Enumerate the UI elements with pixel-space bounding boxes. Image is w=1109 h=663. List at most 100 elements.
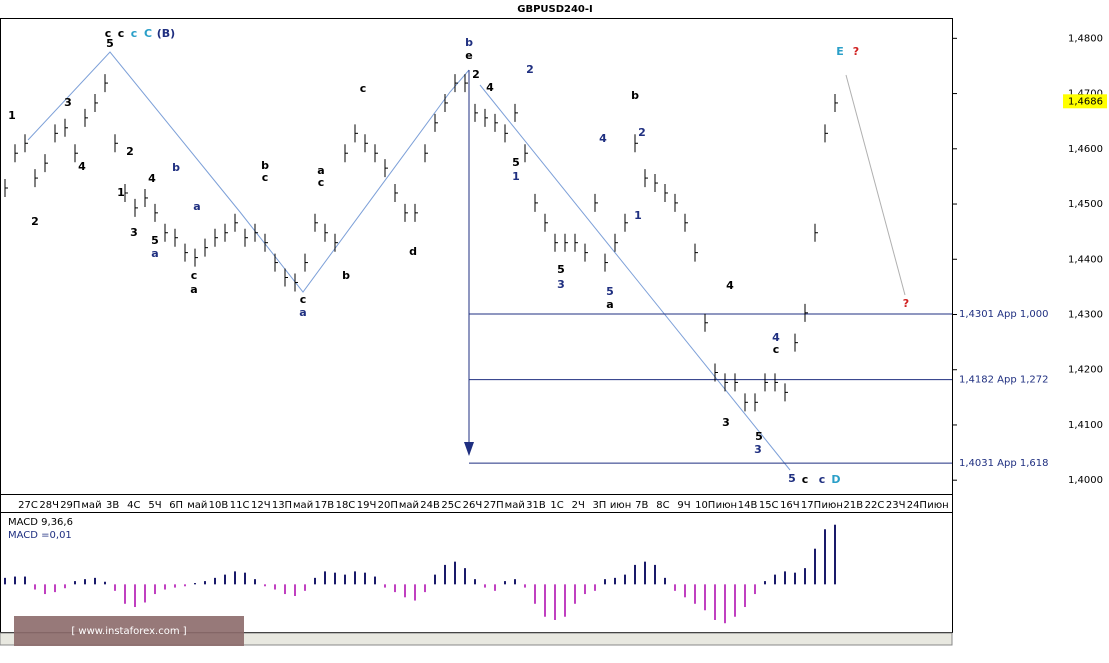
wave-label: (B) bbox=[157, 27, 175, 40]
macd-bar bbox=[154, 584, 156, 595]
macd-bar bbox=[704, 584, 706, 611]
macd-bar bbox=[134, 584, 136, 608]
wave-line bbox=[27, 51, 470, 293]
price-bar bbox=[674, 193, 678, 212]
macd-bar bbox=[334, 572, 336, 585]
price-bar bbox=[364, 134, 368, 153]
x-tick-label: 18С bbox=[336, 500, 356, 511]
price-bar bbox=[134, 198, 138, 217]
macd-bar bbox=[384, 584, 386, 588]
price-bar bbox=[524, 144, 528, 163]
x-tick-label: 15С bbox=[759, 500, 779, 511]
price-bar bbox=[254, 223, 258, 242]
y-tick-label: 1,4700 bbox=[1068, 89, 1103, 100]
price-bar bbox=[824, 124, 828, 143]
macd-bar bbox=[94, 577, 96, 585]
current-price-label: 1,4686 bbox=[1068, 96, 1103, 107]
macd-bar bbox=[814, 548, 816, 585]
wave-label: a bbox=[317, 164, 324, 177]
x-tick-label: 3П bbox=[592, 500, 606, 511]
level-label: 1,4031 Арр 1,618 bbox=[959, 458, 1049, 469]
price-bar bbox=[704, 313, 708, 332]
wave-label: 1 bbox=[512, 170, 520, 183]
x-tick-label: 6П bbox=[169, 500, 183, 511]
macd-bar bbox=[524, 584, 526, 588]
wave-label: D bbox=[831, 473, 840, 486]
price-bar bbox=[614, 233, 618, 252]
wave-label: c bbox=[802, 473, 809, 486]
macd-bar bbox=[544, 584, 546, 617]
price-bar bbox=[534, 193, 538, 212]
macd-bar bbox=[64, 584, 66, 589]
price-bar bbox=[734, 373, 738, 392]
price-bar bbox=[484, 108, 488, 127]
wave-label: a bbox=[151, 247, 158, 260]
x-tick-label: 10П bbox=[695, 500, 715, 511]
wave-label: 4 bbox=[78, 160, 86, 173]
level-label: 1,4301 Арр 1,000 bbox=[959, 309, 1049, 320]
wave-label: a bbox=[606, 298, 613, 311]
x-tick-label: 27С bbox=[18, 500, 38, 511]
macd-bar bbox=[34, 584, 36, 590]
price-bar bbox=[314, 213, 318, 232]
price-bar bbox=[554, 233, 558, 252]
macd-bar bbox=[564, 584, 566, 617]
wave-label: c bbox=[773, 343, 780, 356]
price-bar bbox=[624, 213, 628, 232]
wave-label: 5 bbox=[755, 430, 763, 443]
macd-bar bbox=[724, 584, 726, 624]
price-bar bbox=[164, 223, 168, 242]
wave-label: 2 bbox=[526, 63, 534, 76]
macd-bar bbox=[514, 579, 516, 585]
macd-bar bbox=[744, 584, 746, 608]
wave-label: d bbox=[409, 245, 417, 258]
x-tick-label: 29П bbox=[60, 500, 80, 511]
macd-bar bbox=[294, 584, 296, 597]
x-tick-label: июн bbox=[927, 500, 948, 511]
x-tick-label: 7В bbox=[635, 500, 648, 511]
level-label: 1,4182 Арр 1,272 bbox=[959, 375, 1049, 386]
wave-label: C bbox=[144, 27, 152, 40]
macd-bar bbox=[644, 561, 646, 585]
y-tick-label: 1,4600 bbox=[1068, 144, 1103, 155]
price-bar bbox=[394, 183, 398, 202]
macd-bar bbox=[444, 564, 446, 585]
price-bar bbox=[224, 223, 228, 242]
wave-label: 3 bbox=[722, 416, 730, 429]
price-bar bbox=[44, 154, 48, 173]
macd-bar bbox=[404, 584, 406, 598]
wave-label: 5 bbox=[151, 234, 159, 247]
wave-label: 1 bbox=[634, 209, 642, 222]
macd-value: MACD =0,01 bbox=[8, 530, 72, 541]
x-tick-label: 5Ч bbox=[148, 500, 161, 511]
current-price-box bbox=[1063, 94, 1107, 109]
price-bar bbox=[574, 233, 578, 252]
macd-bar bbox=[194, 583, 196, 585]
wave-label: 5 bbox=[557, 263, 565, 276]
y-tick-label: 1,4300 bbox=[1068, 309, 1103, 320]
wave-label: b bbox=[465, 36, 473, 49]
macd-bar bbox=[574, 584, 576, 604]
macd-bar bbox=[214, 577, 216, 585]
wave-label: c bbox=[819, 473, 826, 486]
wave-label: 5 bbox=[606, 285, 614, 298]
price-bar bbox=[424, 144, 428, 163]
x-tick-label: 17П bbox=[801, 500, 821, 511]
wave-label: a bbox=[190, 283, 197, 296]
x-tick-label: 17В bbox=[314, 500, 334, 511]
wave-label: ? bbox=[853, 45, 859, 58]
x-tick-label: 24В bbox=[420, 500, 440, 511]
price-bar bbox=[34, 169, 38, 188]
x-tick-label: 11С bbox=[230, 500, 250, 511]
macd-bar bbox=[264, 584, 266, 587]
y-tick-label: 1,4000 bbox=[1068, 475, 1103, 486]
price-bar bbox=[324, 223, 328, 242]
macd-bar bbox=[364, 572, 366, 585]
macd-bar bbox=[24, 576, 26, 585]
wave-label: 4 bbox=[599, 132, 607, 145]
x-tick-label: 8С bbox=[656, 500, 669, 511]
chart-title: GBPUSD240-I bbox=[517, 4, 593, 15]
price-bar bbox=[564, 233, 568, 252]
macd-bar bbox=[754, 584, 756, 595]
